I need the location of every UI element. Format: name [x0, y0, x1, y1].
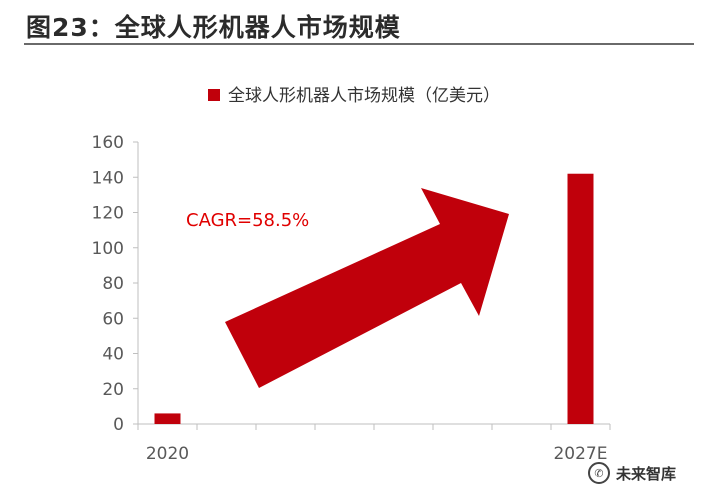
y-tick-label: 120: [92, 204, 124, 224]
title-divider: [24, 43, 694, 45]
trend-arrow-group: CAGR=58.5%: [186, 188, 509, 388]
y-tick-label: 20: [102, 380, 124, 400]
y-axis: 0 20 40 60 80 100 120 140 160: [92, 133, 139, 435]
figure-title: 图23：全球人形机器人市场规模: [26, 13, 401, 42]
bar-series: [154, 173, 594, 424]
watermark-text: 未来智库: [616, 464, 677, 483]
cagr-annotation: CAGR=58.5%: [186, 210, 309, 231]
chart-legend: 全球人形机器人市场规模（亿美元）: [208, 86, 500, 106]
trend-arrow: [225, 188, 509, 388]
y-tick-label: 140: [92, 168, 124, 188]
wechat-icon: ✆: [588, 462, 610, 484]
legend-label: 全球人形机器人市场规模（亿美元）: [228, 86, 500, 106]
x-tick-label: 2027E: [553, 444, 607, 464]
bar: [567, 173, 594, 424]
y-tick-label: 80: [102, 274, 124, 294]
y-tick-label: 0: [113, 415, 124, 435]
y-tick-label: 60: [102, 309, 124, 329]
x-axis: 2020 2027E: [137, 423, 611, 464]
bar: [154, 413, 181, 424]
y-tick-label: 40: [102, 345, 124, 365]
x-tick-label: 2020: [146, 444, 189, 464]
legend-swatch: [208, 89, 220, 101]
watermark: ✆ 未来智库: [588, 462, 676, 484]
y-tick-label: 100: [92, 239, 124, 259]
y-tick-label: 160: [92, 133, 124, 153]
